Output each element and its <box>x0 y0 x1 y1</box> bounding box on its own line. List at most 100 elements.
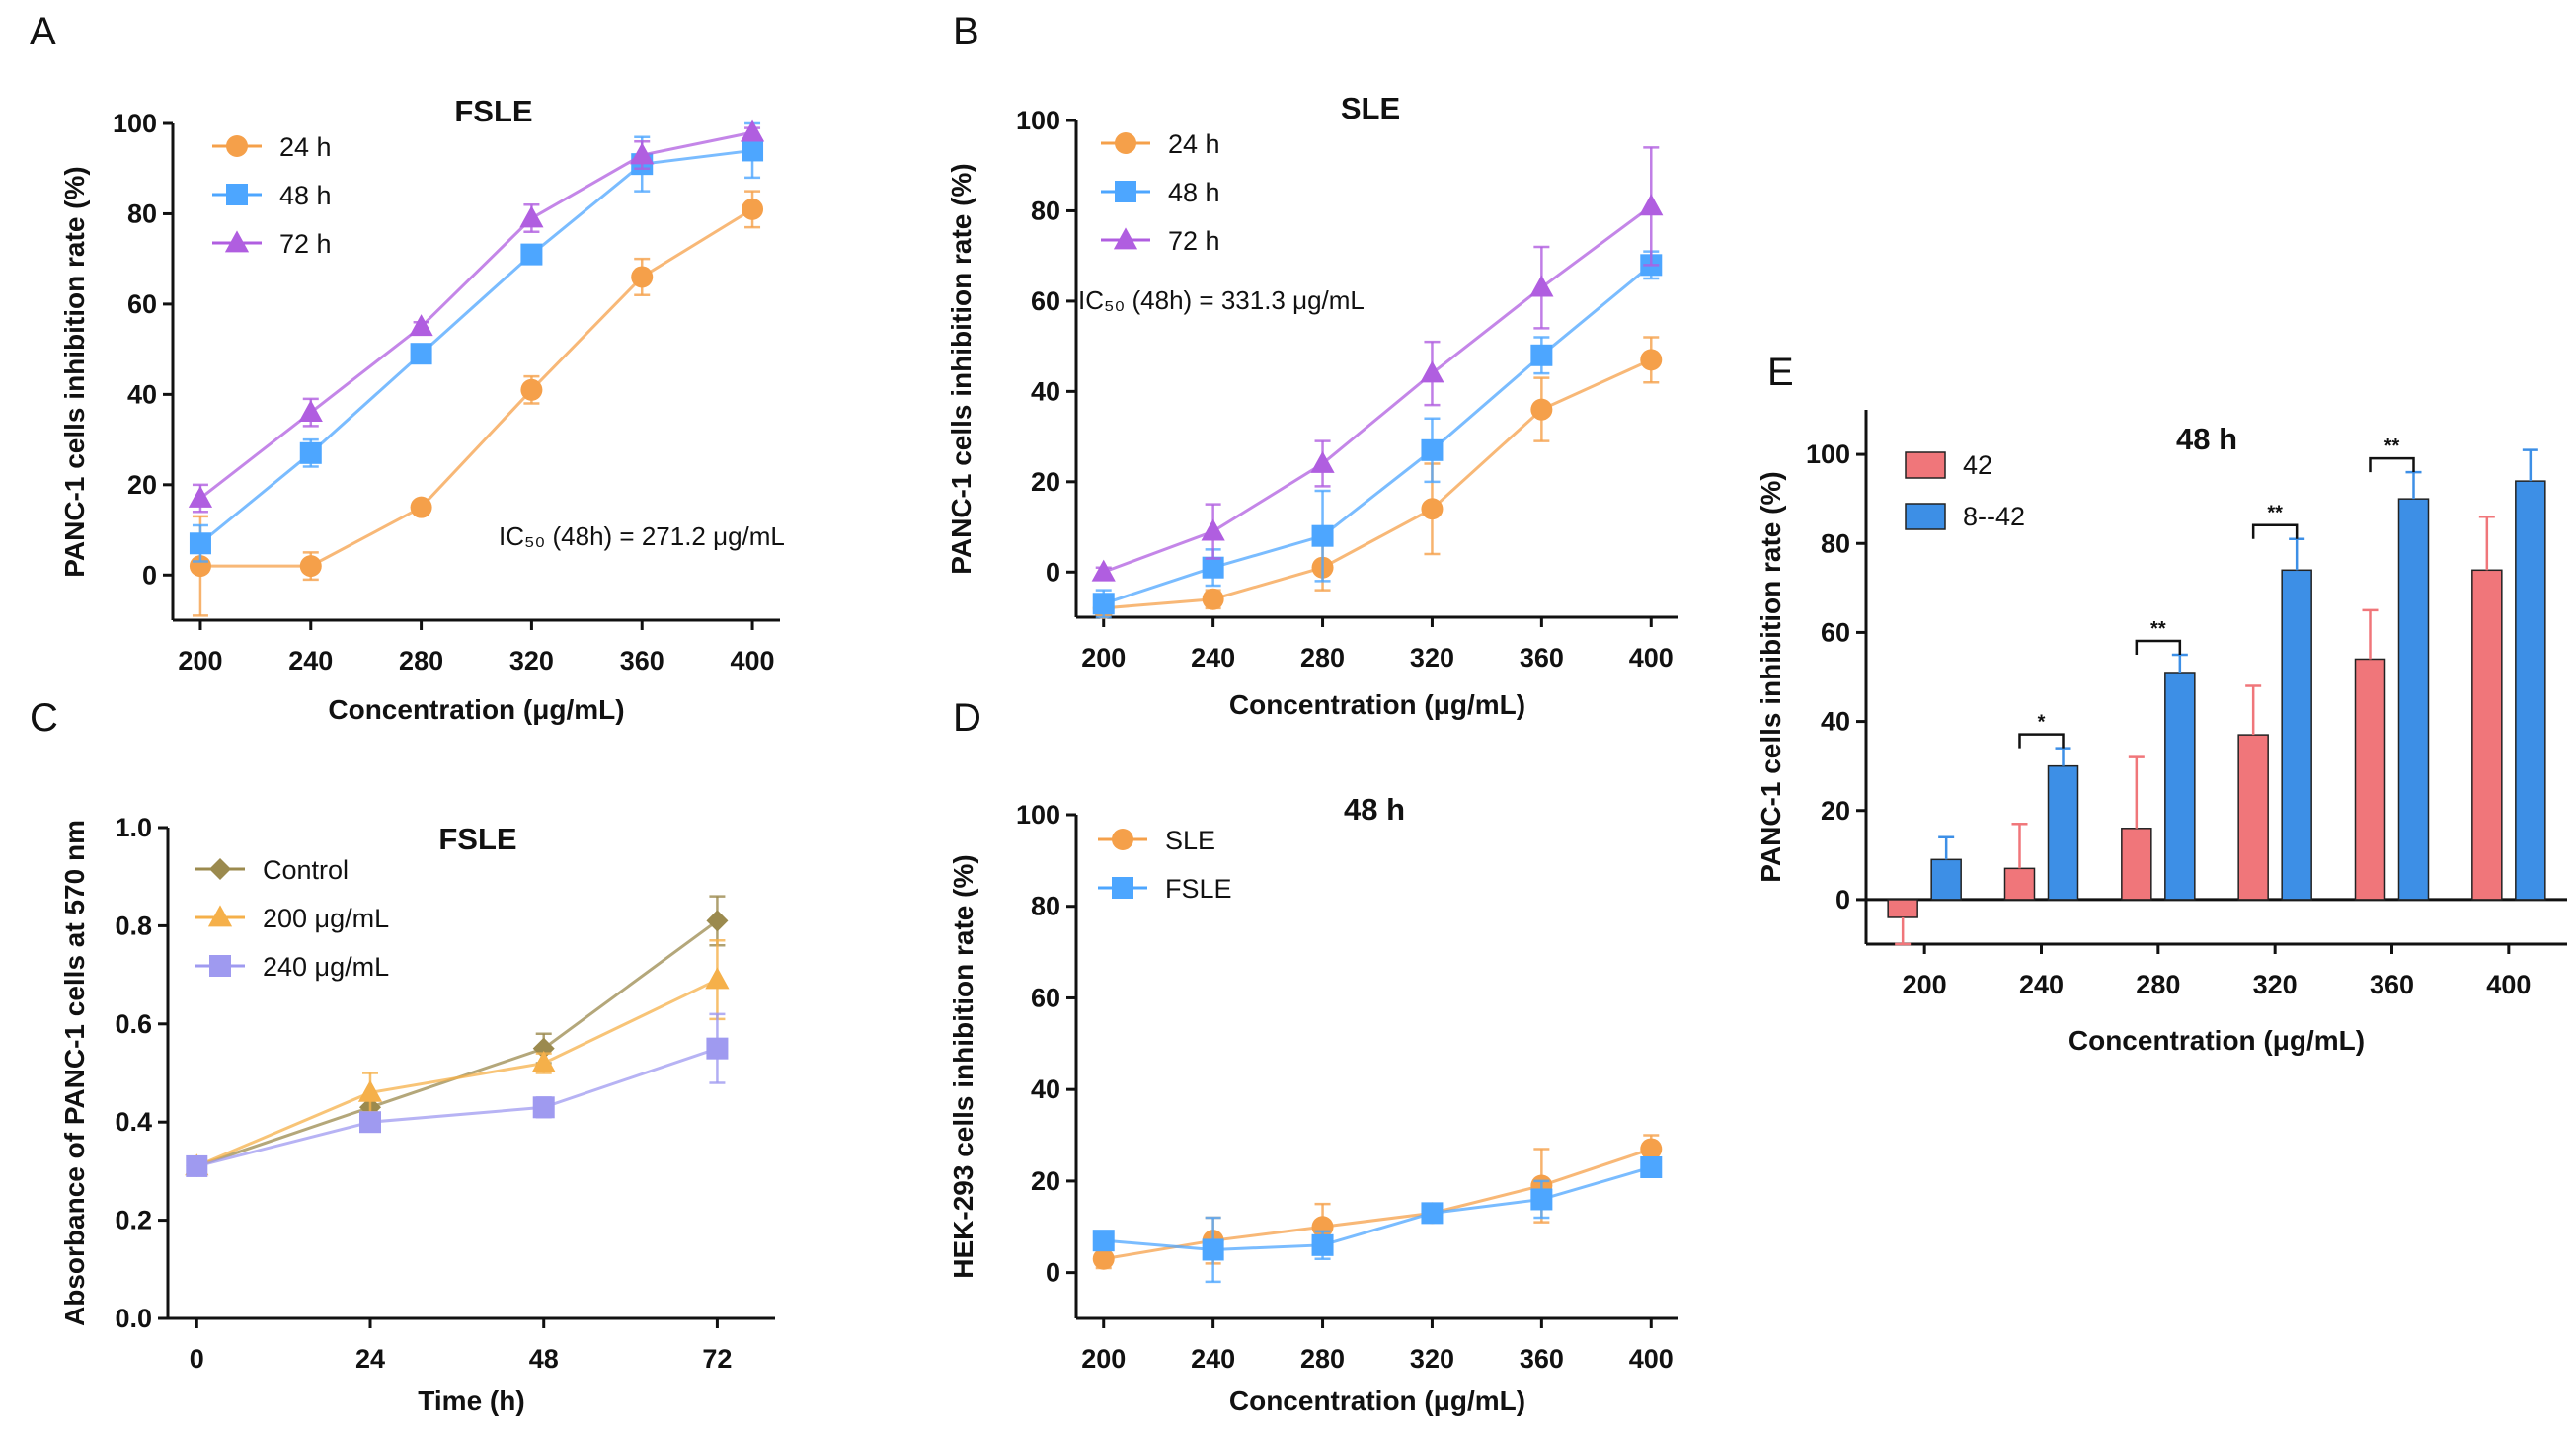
data-point <box>189 532 211 555</box>
bar-series1 <box>2121 828 2152 901</box>
data-point <box>1640 1156 1663 1178</box>
series-line <box>1103 358 1652 610</box>
y-tick-label: 60 <box>1821 617 1850 647</box>
panel-b: B SLE 0 20 40 60 80 100 200 240 280 320 360 400 Concen… <box>946 10 1678 720</box>
x-tick-label: 360 <box>1520 643 1564 673</box>
legend-marker <box>226 135 248 157</box>
data-point <box>742 198 764 220</box>
legend-label: 240 μg/mL <box>263 952 389 982</box>
x-tick-label: 280 <box>2136 970 2180 999</box>
legend-marker <box>209 858 231 880</box>
x-tick-label: 320 <box>1410 1344 1454 1374</box>
y-tick-label: 80 <box>1031 196 1060 225</box>
data-point <box>1201 518 1225 541</box>
y-tick-label: 0.4 <box>115 1107 152 1137</box>
x-tick-label: 320 <box>1410 643 1454 673</box>
data-point <box>1421 438 1444 461</box>
panel-d: D 48 h 0 20 40 60 80 100 200 240 280 320 360 400 Conce… <box>948 696 1678 1416</box>
data-point <box>631 266 654 288</box>
x-tick-label: 360 <box>2370 970 2414 999</box>
data-point <box>1311 1233 1334 1256</box>
x-tick-label: 280 <box>399 646 443 675</box>
data-point <box>410 343 432 365</box>
data-point <box>1420 360 1444 383</box>
x-axis-label: Concentration (μg/mL) <box>328 694 624 725</box>
significance-bracket <box>2251 523 2299 539</box>
bar-series1 <box>2003 867 2036 901</box>
series-fsle <box>1092 1156 1663 1284</box>
series-line <box>1103 204 1653 574</box>
y-tick-label: 0 <box>1046 1258 1060 1288</box>
significance-bracket <box>2018 733 2065 749</box>
x-tick-label: 240 <box>288 646 333 675</box>
data-point <box>1530 344 1553 366</box>
significance-mark: * <box>2038 712 2046 734</box>
y-tick-label: 100 <box>113 109 157 138</box>
y-tick-label: 80 <box>1031 892 1060 921</box>
legend-label: 24 h <box>279 132 332 162</box>
data-point <box>531 1050 556 1072</box>
data-point <box>1310 450 1335 473</box>
y-tick-label: 0.2 <box>115 1206 152 1235</box>
panel-letter: D <box>953 696 981 740</box>
x-tick-label: 400 <box>2486 970 2531 999</box>
data-point <box>706 910 729 932</box>
x-tick-label: 200 <box>1081 643 1126 673</box>
data-point <box>532 1096 555 1119</box>
series-line <box>199 148 753 545</box>
x-tick-label: 360 <box>1520 1344 1564 1374</box>
x-tick-label: 400 <box>1629 643 1674 673</box>
x-tick-label: 200 <box>178 646 222 675</box>
series-line <box>199 207 753 568</box>
y-tick-label: 0 <box>142 560 157 590</box>
x-tick-label: 48 <box>529 1344 559 1374</box>
data-point <box>1202 588 1224 610</box>
y-tick-label: 0.8 <box>115 911 152 940</box>
data-point <box>1530 398 1553 421</box>
y-tick-label: 0.0 <box>115 1304 152 1333</box>
data-point <box>1202 1238 1224 1261</box>
legend-label: 24 h <box>1168 129 1220 159</box>
legend-label: 42 <box>1963 450 1992 480</box>
y-tick-label: 20 <box>1821 796 1850 826</box>
legend-swatch <box>1905 451 1946 479</box>
data-point <box>357 1079 383 1102</box>
legend-label: 8--42 <box>1963 502 2025 531</box>
panel-a: A FSLE 0 20 40 60 80 100 200 240 280 320 360 400 Conce… <box>30 10 785 725</box>
bar-series2 <box>2515 480 2546 901</box>
legend-label: 200 μg/mL <box>263 904 389 933</box>
panel-letter: E <box>1767 351 1794 394</box>
legend-marker <box>209 955 231 977</box>
data-point <box>1311 524 1334 547</box>
data-point <box>1530 1188 1553 1211</box>
significance-mark: ** <box>2267 503 2283 524</box>
legend-marker <box>1112 829 1133 850</box>
legend-swatch <box>1905 503 1946 530</box>
x-tick-label: 320 <box>2253 970 2298 999</box>
series-24-h <box>189 190 764 617</box>
data-point <box>630 142 655 165</box>
legend-label: 72 h <box>279 229 332 259</box>
series-line <box>195 978 719 1168</box>
legend-marker <box>224 230 250 253</box>
y-tick-label: 40 <box>1821 707 1850 737</box>
bar-series2 <box>2047 764 2079 901</box>
legend-marker <box>1115 132 1136 154</box>
panel-letter: B <box>953 10 979 53</box>
series-24-h <box>1092 336 1663 619</box>
significance-mark: ** <box>2384 436 2400 457</box>
x-tick-label: 240 <box>2019 970 2064 999</box>
y-tick-label: 40 <box>1031 1074 1060 1104</box>
legend-marker <box>1115 181 1136 202</box>
series-72-h <box>1091 146 1664 582</box>
x-tick-label: 200 <box>1903 970 1947 999</box>
x-tick-label: 0 <box>190 1344 204 1374</box>
series-line <box>195 1047 718 1168</box>
y-tick-label: 20 <box>1031 1166 1060 1196</box>
chart-title: 48 h <box>2176 422 2237 456</box>
data-point <box>519 205 544 228</box>
x-tick-label: 200 <box>1081 1344 1126 1374</box>
data-point <box>1421 498 1444 520</box>
